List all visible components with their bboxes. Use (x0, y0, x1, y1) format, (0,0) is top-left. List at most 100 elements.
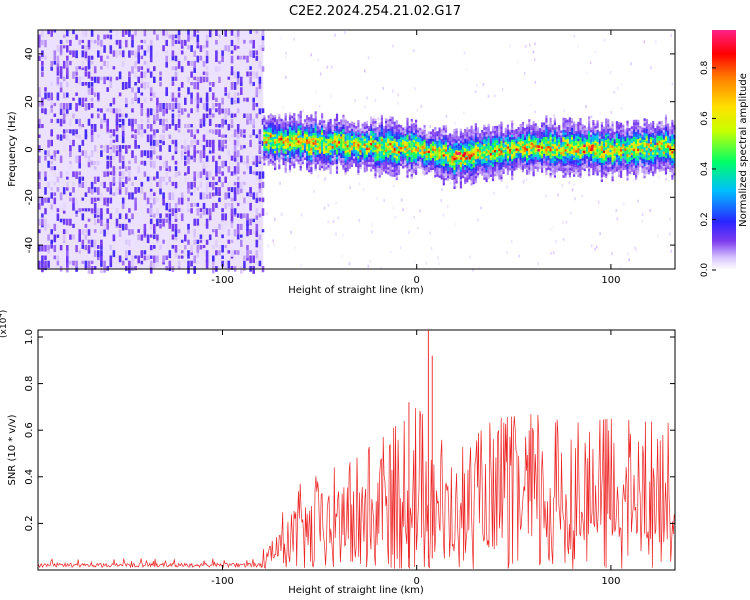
heatmap-cell (303, 145, 307, 149)
heatmap-cell (134, 145, 137, 149)
heatmap-cell (526, 126, 529, 130)
heatmap-cell (616, 217, 619, 221)
heatmap-cell (521, 138, 524, 142)
heatmap-cell (575, 169, 578, 172)
heatmap-cell (568, 153, 571, 156)
heatmap-cell (327, 126, 330, 130)
heatmap-cell (496, 140, 499, 143)
heatmap-cell (378, 160, 381, 164)
heatmap-cell (280, 135, 283, 138)
heatmap-cell (282, 126, 285, 130)
heatmap-cell (466, 172, 469, 176)
heatmap-cell (274, 148, 277, 151)
heatmap-cell (106, 55, 109, 59)
heatmap-cell (297, 116, 300, 119)
heatmap-cell (299, 158, 302, 162)
heatmap-cell (455, 161, 458, 165)
heatmap-cell (406, 160, 409, 164)
heatmap-cell (496, 147, 499, 150)
heatmap-cell (69, 234, 72, 240)
heatmap-cell (221, 208, 224, 213)
heatmap-cell (325, 131, 328, 134)
heatmap-cell (230, 218, 234, 224)
heatmap-cell (363, 160, 366, 163)
heatmap-cell (69, 145, 72, 152)
heatmap-cell (451, 175, 454, 178)
heatmap-cell (594, 166, 597, 170)
heatmap-cell (310, 116, 313, 120)
heatmap-cell (190, 202, 193, 208)
heatmap-cell (271, 148, 274, 152)
heatmap-cell (255, 250, 259, 258)
heatmap-cell (294, 246, 296, 250)
heatmap-cell (93, 197, 97, 202)
heatmap-cell (240, 82, 243, 87)
heatmap-cell (212, 266, 215, 274)
heatmap-cell (208, 208, 212, 216)
heatmap-cell (348, 154, 351, 157)
heatmap-cell (143, 150, 147, 156)
heatmap-cell (199, 118, 203, 124)
heatmap-cell (255, 208, 259, 216)
heatmap-cell (252, 266, 255, 274)
heatmap-cell (395, 170, 398, 173)
heatmap-cell (442, 156, 445, 160)
heatmap-cell (310, 150, 313, 153)
heatmap-cell (374, 171, 377, 174)
heatmap-cell (387, 155, 390, 158)
heatmap-cell (374, 161, 377, 165)
heatmap-cell (485, 136, 488, 140)
heatmap-cell (434, 167, 437, 171)
heatmap-cell (215, 97, 218, 103)
heatmap-cell (547, 143, 550, 146)
heatmap-cell (267, 153, 270, 157)
heatmap-cell (321, 160, 324, 164)
heatmap-cell (153, 113, 156, 121)
heatmap-cell (146, 66, 150, 73)
heatmap-cell (442, 213, 445, 217)
heatmap-cell (466, 165, 469, 168)
heatmap-cell (521, 153, 524, 156)
heatmap-cell (502, 147, 505, 151)
heatmap-cell (466, 167, 469, 171)
heatmap-cell (530, 156, 533, 159)
heatmap-cell (288, 124, 292, 127)
heatmap-cell (395, 141, 398, 145)
heatmap-cell (564, 129, 567, 133)
heatmap-cell (372, 137, 375, 141)
heatmap-cell (286, 128, 289, 132)
heatmap-cell (417, 161, 420, 164)
heatmap-cell (329, 161, 332, 165)
heatmap-cell (400, 125, 403, 128)
heatmap-cell (342, 114, 345, 118)
heatmap-cell (258, 213, 262, 218)
heatmap-cell (425, 136, 428, 139)
heatmap-cell (406, 153, 409, 157)
heatmap-cell (372, 159, 375, 162)
heatmap-cell (545, 134, 548, 137)
heatmap-cell (536, 157, 539, 160)
heatmap-cell (534, 154, 537, 157)
heatmap-cell (417, 127, 420, 131)
heatmap-cell (327, 203, 330, 207)
heatmap-cell (476, 129, 480, 133)
heatmap-cell (224, 134, 227, 138)
heatmap-cell (391, 169, 394, 172)
heatmap-cell (485, 177, 488, 180)
heatmap-cell (404, 136, 407, 139)
heatmap-cell (236, 55, 240, 60)
heatmap-cell (368, 157, 371, 160)
heatmap-cell (585, 144, 589, 147)
heatmap-cell (149, 97, 153, 102)
heatmap-cell (280, 121, 283, 124)
heatmap-cell (380, 114, 383, 118)
heatmap-cell (419, 158, 422, 162)
heatmap-cell (295, 151, 298, 155)
heatmap-cell (338, 121, 341, 125)
heatmap-cell (146, 197, 150, 205)
heatmap-cell (562, 136, 565, 140)
heatmap-cell (321, 134, 324, 138)
heatmap-cell (153, 234, 156, 240)
heatmap-cell (38, 229, 41, 234)
heatmap-cell (236, 45, 240, 49)
